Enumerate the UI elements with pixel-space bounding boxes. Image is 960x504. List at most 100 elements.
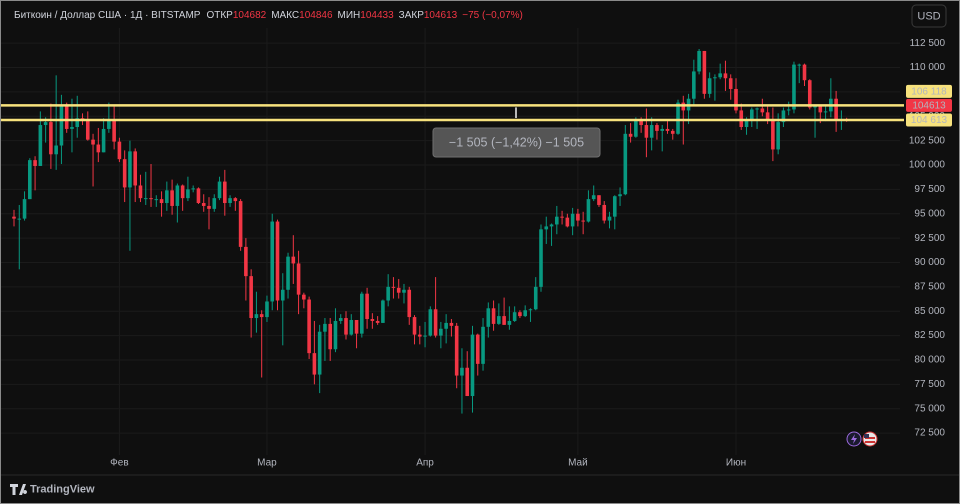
y-tick-label: 75 000 <box>914 403 945 414</box>
candle-body <box>296 263 301 295</box>
ohlc-value: 104682 <box>233 10 267 21</box>
currency[interactable]: USD <box>917 10 940 22</box>
candle-body <box>665 128 670 131</box>
candle-body <box>28 160 32 200</box>
candle-body <box>723 73 728 79</box>
candle-body <box>581 220 585 222</box>
candle-body <box>49 122 53 155</box>
candle-body <box>396 287 401 293</box>
candle-body <box>512 312 517 321</box>
candle-body <box>165 190 169 204</box>
candle-body <box>302 294 306 300</box>
candle-body <box>349 319 354 335</box>
candle-body <box>159 199 164 204</box>
candle-body <box>402 289 406 293</box>
y-tick-label: 110 000 <box>910 62 946 73</box>
candle-body <box>381 300 385 323</box>
candle-body <box>792 64 796 110</box>
candle-body <box>713 77 717 79</box>
candle-body <box>518 312 522 317</box>
candle-body <box>122 159 127 188</box>
candle-body <box>386 286 390 301</box>
candle-body <box>433 309 438 336</box>
y-tick-label: 92 500 <box>914 233 945 244</box>
candle-body <box>317 331 322 375</box>
candle-body <box>449 322 454 326</box>
currency-button[interactable] <box>911 4 947 28</box>
level-price-label-bg <box>906 113 952 127</box>
candle-body <box>660 128 665 131</box>
y-tick-label: 87 500 <box>914 281 945 292</box>
candle-body <box>597 195 601 205</box>
candle-body <box>238 201 243 247</box>
y-tick-label: 85 000 <box>914 306 945 317</box>
candle-body <box>776 122 780 150</box>
candle-body <box>533 286 538 310</box>
x-tick-label: Апр <box>416 458 434 469</box>
candle-body <box>618 194 622 197</box>
candle-body <box>423 335 427 337</box>
last-price-label: 104613 <box>912 101 946 112</box>
brand-logo <box>10 484 28 495</box>
candle-body <box>460 367 464 376</box>
event-icons[interactable] <box>846 431 878 447</box>
y-tick-label: 80 000 <box>914 355 945 366</box>
candle-body <box>33 160 37 166</box>
candle-body <box>333 320 338 350</box>
candle-body <box>175 185 180 206</box>
candle-body <box>502 316 506 325</box>
candle-body <box>555 216 559 225</box>
candles <box>12 49 849 414</box>
ohlc-label: МАКС <box>271 10 299 21</box>
candle-body <box>465 367 470 397</box>
candle-body <box>54 145 58 155</box>
candle-body <box>570 213 575 227</box>
candle-body <box>765 112 770 120</box>
candle-body <box>639 120 643 126</box>
level-price-label: 106 118 <box>911 87 947 98</box>
candle-body <box>549 224 554 227</box>
candle-body <box>565 217 570 227</box>
candle-body <box>59 105 64 146</box>
candle-body <box>702 50 707 94</box>
candle-body <box>286 256 290 290</box>
candle-body <box>12 216 16 219</box>
candle-body <box>802 64 807 81</box>
candle-body <box>338 318 343 321</box>
candle-body <box>744 120 749 127</box>
ohlc-label: ОТКР <box>206 10 233 21</box>
change: −75 (−0,07%) <box>462 10 523 21</box>
candle-body <box>591 195 596 200</box>
candle-body <box>196 188 201 204</box>
candle-body <box>491 308 496 324</box>
candle-body <box>212 198 217 209</box>
candle-body <box>602 204 607 221</box>
candle-body <box>244 246 248 277</box>
candle-body <box>634 120 638 137</box>
candle-body <box>439 328 443 336</box>
candle-body <box>486 308 491 327</box>
candle-body <box>528 309 533 311</box>
candle-body <box>507 320 512 325</box>
candle-body <box>797 64 802 66</box>
candle-body <box>607 216 612 221</box>
candle-body <box>223 181 227 204</box>
candle-body <box>70 126 74 129</box>
candle-body <box>201 203 206 206</box>
ohlc-label: ЗАКР <box>399 10 425 21</box>
level-price-label: 104 613 <box>911 115 948 126</box>
candle-body <box>117 141 122 160</box>
ohlc-label: МИН <box>338 10 361 21</box>
y-tick-label: 95 000 <box>914 208 945 219</box>
candle-body <box>180 185 185 199</box>
candle-body <box>133 151 138 186</box>
y-tick-label: 102 500 <box>909 135 946 146</box>
candle-body <box>739 110 744 127</box>
candle-body <box>265 301 269 318</box>
y-tick-label: 112 500 <box>910 38 946 49</box>
candle-body <box>217 181 222 199</box>
candle-body <box>628 133 633 137</box>
candle-body <box>101 128 106 153</box>
candle-body <box>75 118 80 127</box>
y-tick-label: 72 500 <box>914 428 945 439</box>
